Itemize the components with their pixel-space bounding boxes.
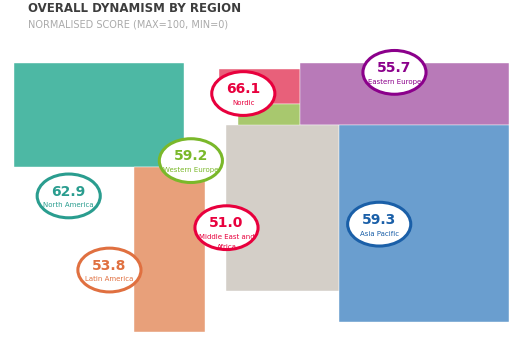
Text: Eastern Europe: Eastern Europe <box>368 79 421 85</box>
Polygon shape <box>238 104 300 144</box>
Polygon shape <box>300 63 509 125</box>
Text: Nordic: Nordic <box>232 100 254 106</box>
Polygon shape <box>219 69 300 104</box>
Text: 53.8: 53.8 <box>92 259 127 273</box>
Text: 55.7: 55.7 <box>377 61 412 75</box>
Text: 62.9: 62.9 <box>51 185 86 199</box>
Text: 59.3: 59.3 <box>362 213 397 227</box>
Text: 51.0: 51.0 <box>209 216 244 231</box>
Polygon shape <box>226 125 340 291</box>
Text: Middle East and: Middle East and <box>199 234 254 240</box>
Text: 66.1: 66.1 <box>226 82 261 96</box>
Text: 59.2: 59.2 <box>174 149 208 163</box>
Text: Asia Pacific: Asia Pacific <box>360 231 399 237</box>
Text: OVERALL DYNAMISM BY REGION: OVERALL DYNAMISM BY REGION <box>28 2 241 15</box>
Text: North America: North America <box>43 202 94 208</box>
Text: Africa: Africa <box>216 244 237 250</box>
Text: NORMALISED SCORE (MAX=100, MIN=0): NORMALISED SCORE (MAX=100, MIN=0) <box>28 19 228 29</box>
Polygon shape <box>14 63 184 167</box>
Text: Latin America: Latin America <box>85 276 134 282</box>
Polygon shape <box>340 125 509 322</box>
Polygon shape <box>134 167 205 332</box>
Text: Western Europe: Western Europe <box>163 167 218 173</box>
